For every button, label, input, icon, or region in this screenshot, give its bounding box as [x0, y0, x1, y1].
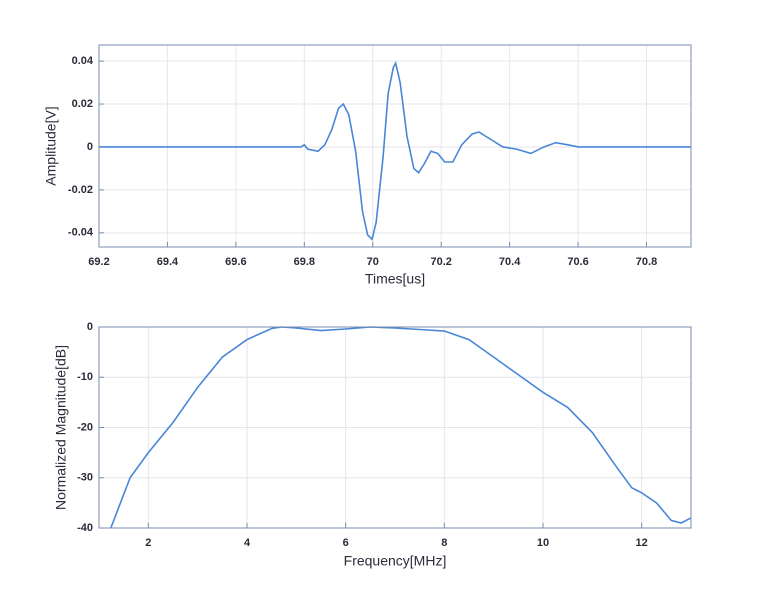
x-tick-label: 70.4 — [499, 256, 521, 268]
x-tick-label: 70 — [367, 256, 379, 268]
x-tick-label: 4 — [244, 537, 251, 549]
x-tick-label: 8 — [441, 537, 447, 549]
y-tick-label: -30 — [77, 472, 93, 484]
y-axis-label: Amplitude[V] — [43, 106, 59, 185]
x-tick-label: 69.2 — [88, 256, 109, 268]
x-tick-label: 6 — [343, 537, 349, 549]
x-axis-label: Frequency[MHz] — [344, 553, 447, 569]
y-tick-label: -0.04 — [68, 227, 94, 239]
y-tick-label: -0.02 — [68, 184, 93, 196]
x-tick-label: 70.2 — [430, 256, 451, 268]
plot-area — [99, 45, 691, 247]
y-tick-label: -10 — [77, 371, 93, 383]
x-tick-label: 2 — [145, 537, 151, 549]
y-tick-label: 0 — [87, 141, 93, 153]
y-tick-label: -20 — [77, 421, 93, 433]
y-tick-label: -40 — [77, 522, 93, 534]
x-tick-label: 70.8 — [636, 256, 657, 268]
x-tick-label: 69.8 — [294, 256, 315, 268]
y-tick-label: 0 — [87, 321, 93, 333]
axes-frame — [98, 44, 692, 248]
x-tick-label: 12 — [636, 537, 648, 549]
y-tick-label: 0.02 — [72, 98, 93, 110]
x-tick-label: 69.6 — [225, 256, 246, 268]
x-tick-label: 10 — [537, 537, 549, 549]
x-axis-label: Times[us] — [365, 271, 425, 287]
data-line — [99, 61, 691, 241]
y-axis-label: Normalized Magnitude[dB] — [53, 345, 69, 510]
x-tick-label: 69.4 — [157, 256, 179, 268]
axes-frame — [98, 326, 692, 529]
data-line — [110, 326, 692, 529]
y-tick-label: 0.04 — [72, 55, 94, 67]
x-tick-label: 70.6 — [567, 256, 588, 268]
